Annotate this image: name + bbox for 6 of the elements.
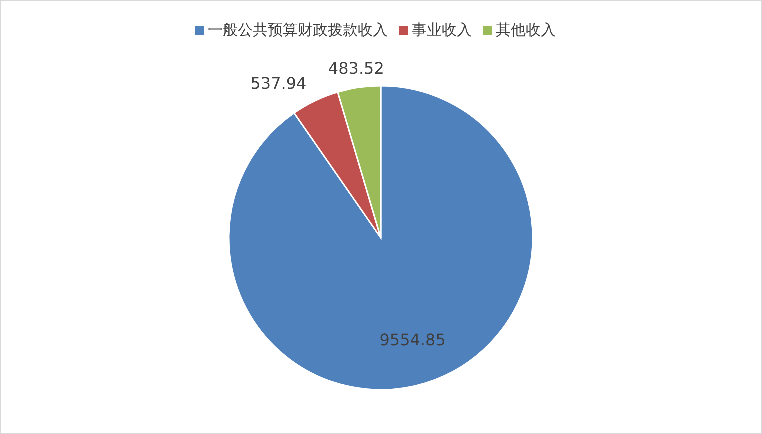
legend-label: 其他收入 [496,21,556,39]
data-label: 483.52 [328,59,384,78]
data-label: 9554.85 [380,330,446,350]
legend-label: 一般公共预算财政拨款收入 [208,21,388,39]
legend-label: 事业收入 [412,21,472,39]
data-label: 537.94 [250,74,307,94]
